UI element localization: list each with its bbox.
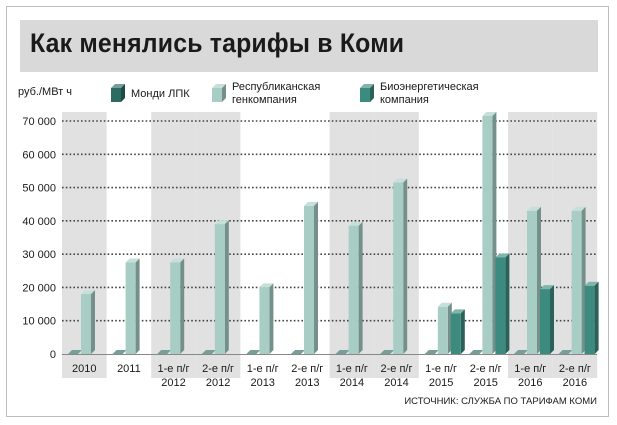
x-category-label: 2-е п/г [559,363,591,375]
x-category-label: 1-е п/г [336,363,368,375]
y-axis-unit-label: руб./МВт ч [18,86,72,98]
legend-label: Монди ЛПК [131,88,190,100]
bar-mondi [246,350,261,354]
x-category-label: 1-е п/г [425,363,457,375]
bar-bio [584,281,599,354]
x-category-label: 2-е п/г [291,363,323,375]
y-tick-label: 0 [50,349,56,361]
x-category-label: 1-е п/г [514,363,546,375]
bar-rgk [527,206,541,354]
x-category-label: 2-е п/г [202,363,234,375]
bar-bio [540,285,554,354]
bar-rgk [125,258,140,354]
x-category-label: 1-е п/г [247,363,279,375]
bar-mondi [68,350,82,354]
legend-swatch-mondi [111,84,125,102]
y-tick-label: 30 000 [22,249,56,261]
x-category-label: 2011 [117,363,141,375]
legend-label: генкомпания [232,94,297,106]
x-category-label: 2015 [473,377,497,389]
bar-mondi [201,350,216,354]
bar-rgk [571,206,586,354]
x-category-label: 2-е п/г [381,363,413,375]
source-note: ИСТОЧНИК: СЛУЖБА ПО ТАРИФАМ КОМИ [404,396,597,407]
y-tick-label: 10 000 [22,316,56,328]
y-tick-label: 20 000 [22,282,56,294]
bar-rgk [482,112,497,354]
bar-rgk [304,201,318,354]
x-category-label: 2013 [250,377,274,389]
bar-rgk [214,220,229,354]
bar-rgk [437,302,452,354]
bar-rgk [393,178,408,354]
x-category-label: 2013 [295,377,319,389]
legend-label: компания [380,94,429,106]
y-tick-label: 50 000 [22,183,56,195]
x-category-label: 2-е п/г [470,363,502,375]
bar-mondi [112,350,127,354]
x-category-label: 2012 [161,377,185,389]
bar-mondi [291,350,305,354]
bar-mondi [157,350,172,354]
bar-mondi [380,350,395,354]
x-category-label: 2010 [72,363,96,375]
bar-rgk [259,283,274,354]
title-banner: Как менялись тарифы в Коми [20,20,598,72]
legend-label: Биоэнергетическая [380,81,479,93]
chart-title: Как менялись тарифы в Коми [30,28,405,58]
chart-frame [6,6,609,417]
bar-mondi [514,350,528,354]
bar-bio [450,309,465,354]
bar-mondi [335,350,350,354]
x-category-label: 2014 [384,377,408,389]
bar-rgk [81,290,95,354]
legend-swatch-rgk [212,84,226,102]
x-category-label: 2015 [429,377,453,389]
x-category-label: 2016 [518,377,542,389]
x-category-label: 2016 [563,377,587,389]
x-category-label: 1-е п/г [158,363,190,375]
bar-mondi [424,350,439,354]
bar-mondi [469,350,484,354]
bar-mondi [558,350,573,354]
legend-swatch-bio [360,84,374,102]
y-tick-label: 40 000 [22,216,56,228]
bar-bio [495,253,510,354]
legend-label: Республиканская [232,81,320,93]
y-tick-label: 60 000 [22,149,56,161]
x-category-label: 2012 [206,377,230,389]
bar-rgk [348,221,363,354]
x-category-label: 2014 [340,377,364,389]
y-tick-label: 70 000 [22,116,56,128]
bar-rgk [170,258,185,354]
